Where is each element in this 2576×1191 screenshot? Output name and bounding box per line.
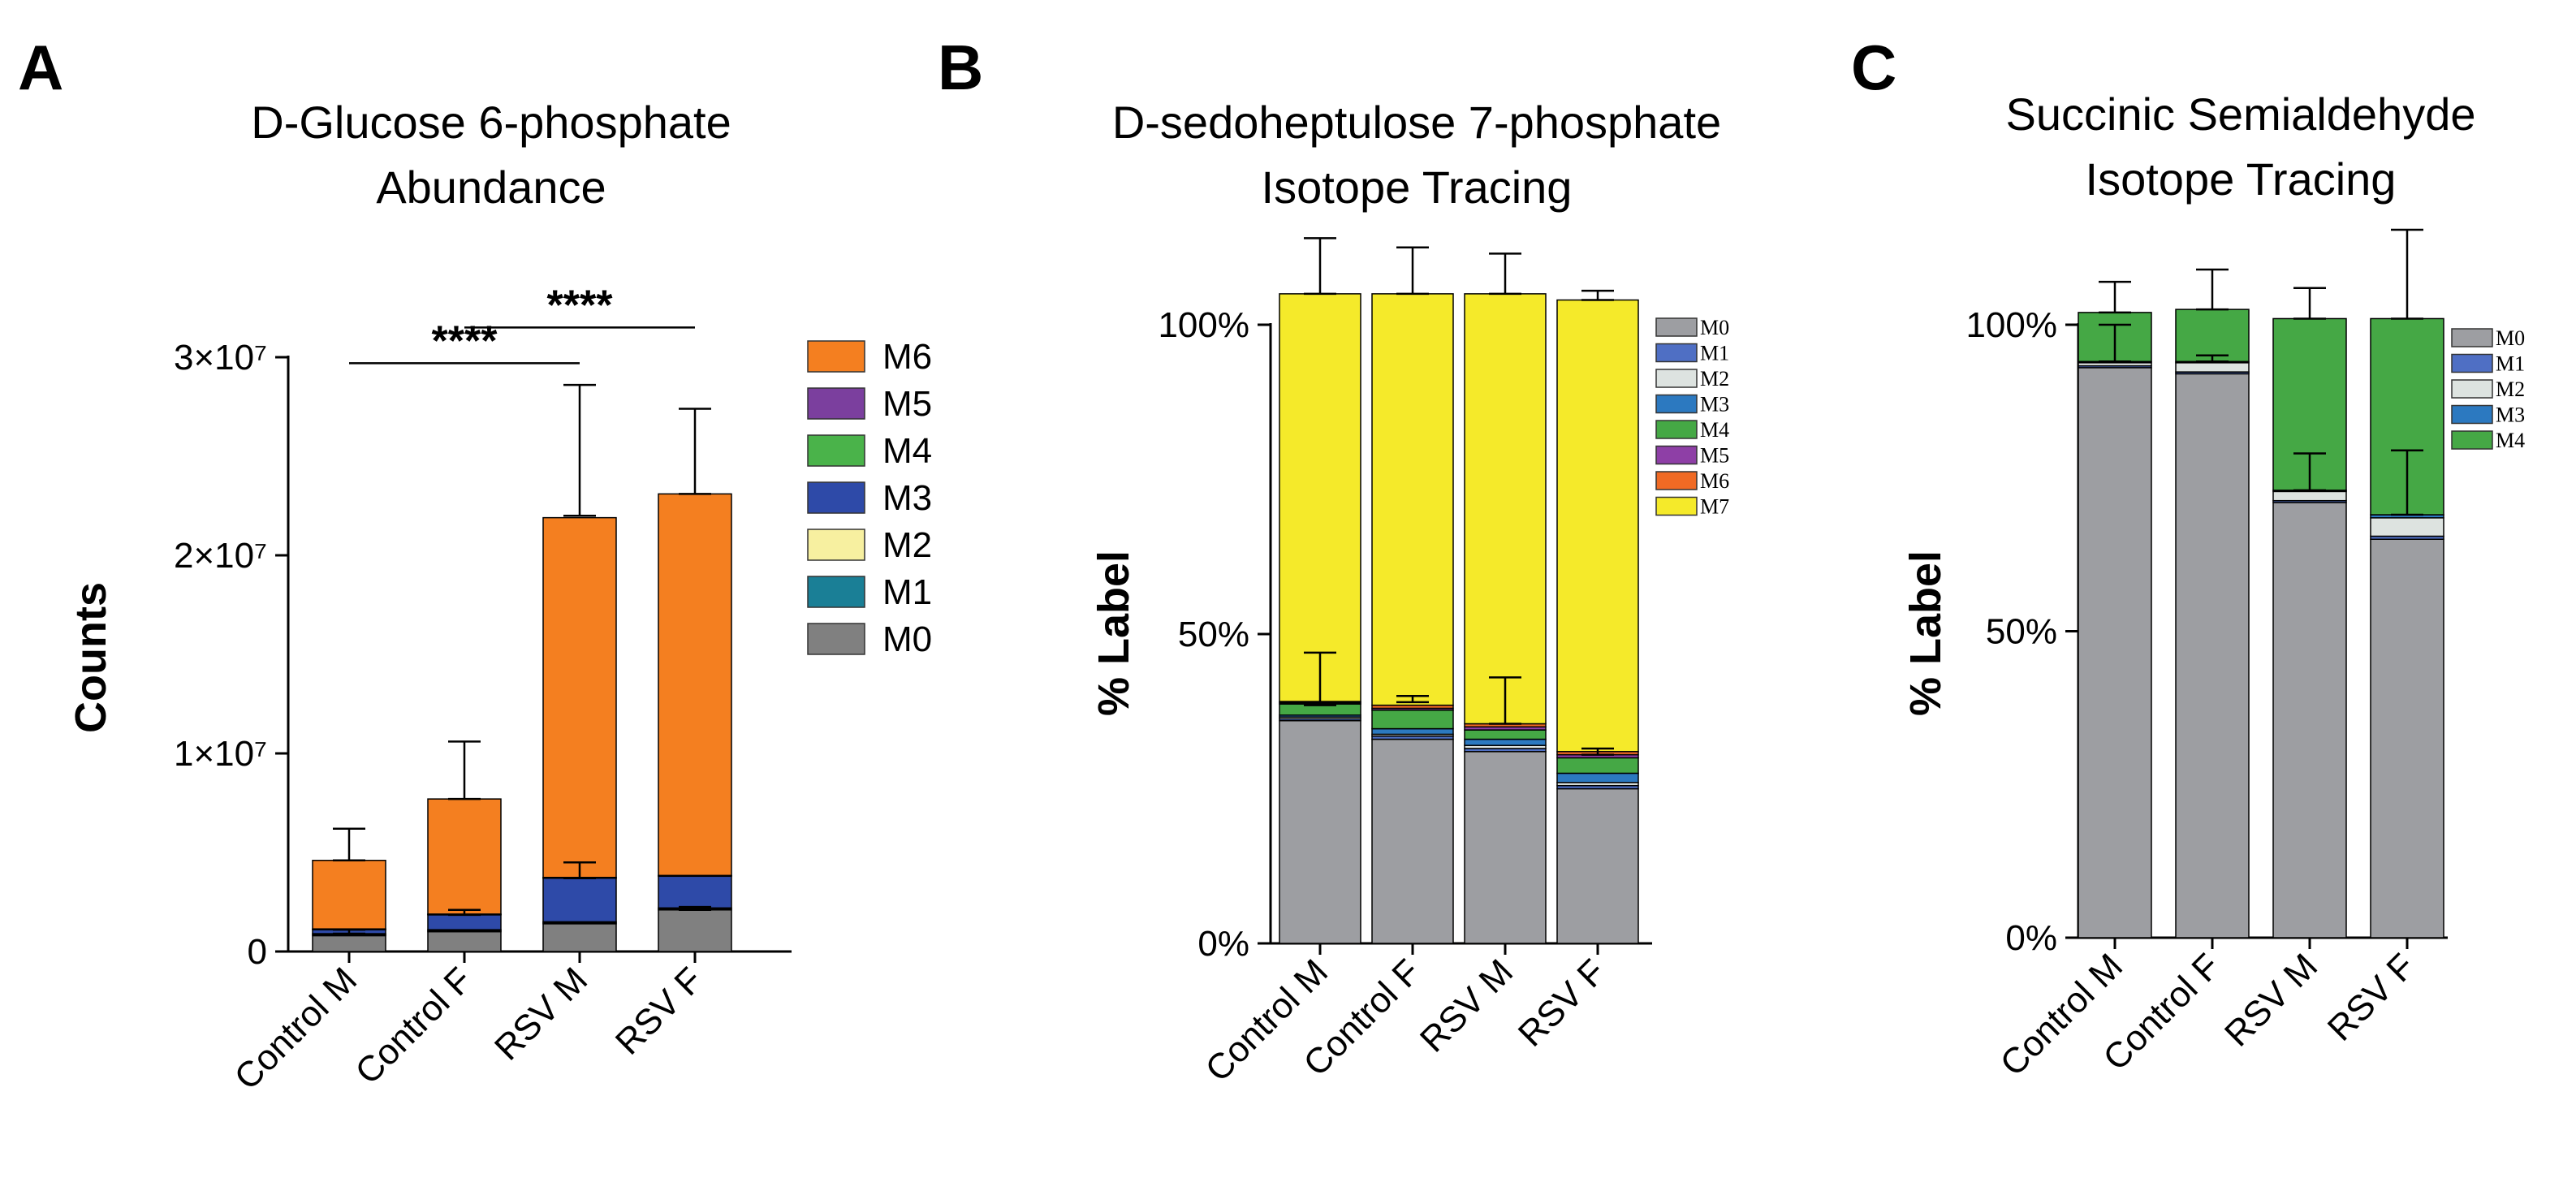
chart-title-line-2: Isotope Tracing — [1262, 162, 1573, 213]
chart-title-line-2: Isotope Tracing — [2086, 153, 2397, 205]
bar-segment — [1557, 757, 1638, 773]
bar-segment — [2078, 368, 2151, 938]
bar-segment — [1279, 294, 1361, 701]
bar-segment — [658, 876, 731, 908]
y-axis-label: % Label — [1901, 550, 1950, 716]
legend-label: M5 — [1700, 444, 1729, 468]
y-tick-label: 50% — [1986, 612, 2057, 652]
y-axis-label: % Label — [1090, 550, 1138, 716]
legend-label: M0 — [1700, 316, 1729, 339]
legend-label: M4 — [2496, 429, 2525, 452]
y-tick-label: 1×10⁷ — [174, 734, 267, 774]
bar-segment — [658, 494, 731, 875]
bar-segment — [2176, 309, 2249, 361]
legend-swatch — [1656, 344, 1697, 362]
legend-label: M2 — [882, 525, 932, 565]
y-tick-label: 3×10⁷ — [174, 338, 267, 378]
legend-swatch — [1656, 498, 1697, 516]
legend-label: M2 — [1700, 367, 1729, 391]
legend-swatch — [2452, 355, 2492, 373]
bar-segment — [1372, 294, 1453, 706]
bar-segment — [313, 935, 386, 952]
legend-label: M2 — [2496, 378, 2525, 401]
bar-segment — [313, 861, 386, 929]
legend-label: M3 — [882, 478, 932, 518]
bar-segment — [2176, 363, 2249, 372]
legend-label: M6 — [882, 337, 932, 377]
legend-swatch — [2452, 431, 2492, 449]
bar-segment — [2273, 491, 2346, 500]
legend-label: M3 — [2496, 403, 2525, 427]
significance-label: **** — [547, 282, 614, 329]
panel-letter: A — [18, 32, 63, 103]
panel-letter: B — [938, 32, 983, 103]
bar-segment — [543, 518, 616, 878]
y-tick-label: 100% — [1965, 305, 2057, 345]
panel-letter: C — [1851, 32, 1896, 103]
legend-swatch — [1656, 472, 1697, 490]
legend-swatch — [808, 576, 865, 607]
bar-segment — [2176, 373, 2249, 938]
chart-title-line-2: Abundance — [376, 162, 606, 213]
y-axis-label: Counts — [67, 582, 115, 733]
legend-label: M0 — [2496, 326, 2525, 350]
legend-label: M1 — [1700, 342, 1729, 365]
bar-segment — [1465, 294, 1546, 724]
legend-label: M3 — [1700, 393, 1729, 416]
bar-segment — [1372, 729, 1453, 735]
y-tick-label: 0% — [2005, 918, 2057, 958]
legend-label: M4 — [882, 431, 932, 471]
bar-segment — [658, 910, 731, 952]
bar-segment — [428, 915, 501, 930]
y-tick-label: 100% — [1158, 305, 1249, 345]
bar-segment — [1465, 730, 1546, 739]
bar-segment — [1465, 752, 1546, 943]
bar-segment — [2371, 518, 2444, 537]
bar-segment — [428, 932, 501, 952]
legend-swatch — [808, 388, 865, 419]
significance-label: **** — [432, 317, 498, 365]
legend-label: M6 — [1700, 469, 1729, 493]
bar-segment — [1557, 300, 1638, 752]
bar-segment — [1372, 710, 1453, 729]
legend-swatch — [808, 341, 865, 372]
legend-swatch — [808, 624, 865, 654]
chart-title-line-1: D-Glucose 6-phosphate — [251, 97, 731, 148]
legend-swatch — [2452, 406, 2492, 424]
legend-label: M4 — [1700, 418, 1729, 442]
legend-swatch — [1656, 369, 1697, 387]
bar-segment — [1279, 721, 1361, 943]
bar-segment — [1465, 740, 1546, 746]
bar-segment — [2273, 503, 2346, 938]
legend-label: M0 — [882, 619, 932, 659]
bar-segment — [543, 878, 616, 922]
chart-title-line-1: Succinic Semialdehyde — [2006, 88, 2476, 140]
legend-label: M1 — [882, 572, 932, 612]
bar-segment — [1372, 740, 1453, 943]
bar-segment — [543, 924, 616, 952]
y-tick-label: 50% — [1178, 615, 1249, 654]
legend-swatch — [808, 529, 865, 560]
y-tick-label: 2×10⁷ — [174, 536, 267, 576]
legend-swatch — [1656, 421, 1697, 438]
bar-segment — [2371, 539, 2444, 938]
y-tick-label: 0 — [248, 932, 267, 972]
legend-swatch — [808, 482, 865, 513]
legend-swatch — [2452, 380, 2492, 398]
legend-label: M5 — [882, 384, 932, 424]
legend-swatch — [2452, 329, 2492, 347]
legend-label: M1 — [2496, 352, 2525, 376]
legend-label: M7 — [1700, 495, 1729, 519]
legend-swatch — [1656, 447, 1697, 464]
legend-swatch — [1656, 318, 1697, 336]
legend-swatch — [808, 435, 865, 466]
chart-title-line-1: D-sedoheptulose 7-phosphate — [1112, 97, 1721, 148]
bar-segment — [1557, 773, 1638, 782]
bar-segment — [428, 799, 501, 914]
legend-swatch — [1656, 395, 1697, 413]
bar-segment — [1557, 789, 1638, 944]
y-tick-label: 0% — [1197, 924, 1249, 964]
